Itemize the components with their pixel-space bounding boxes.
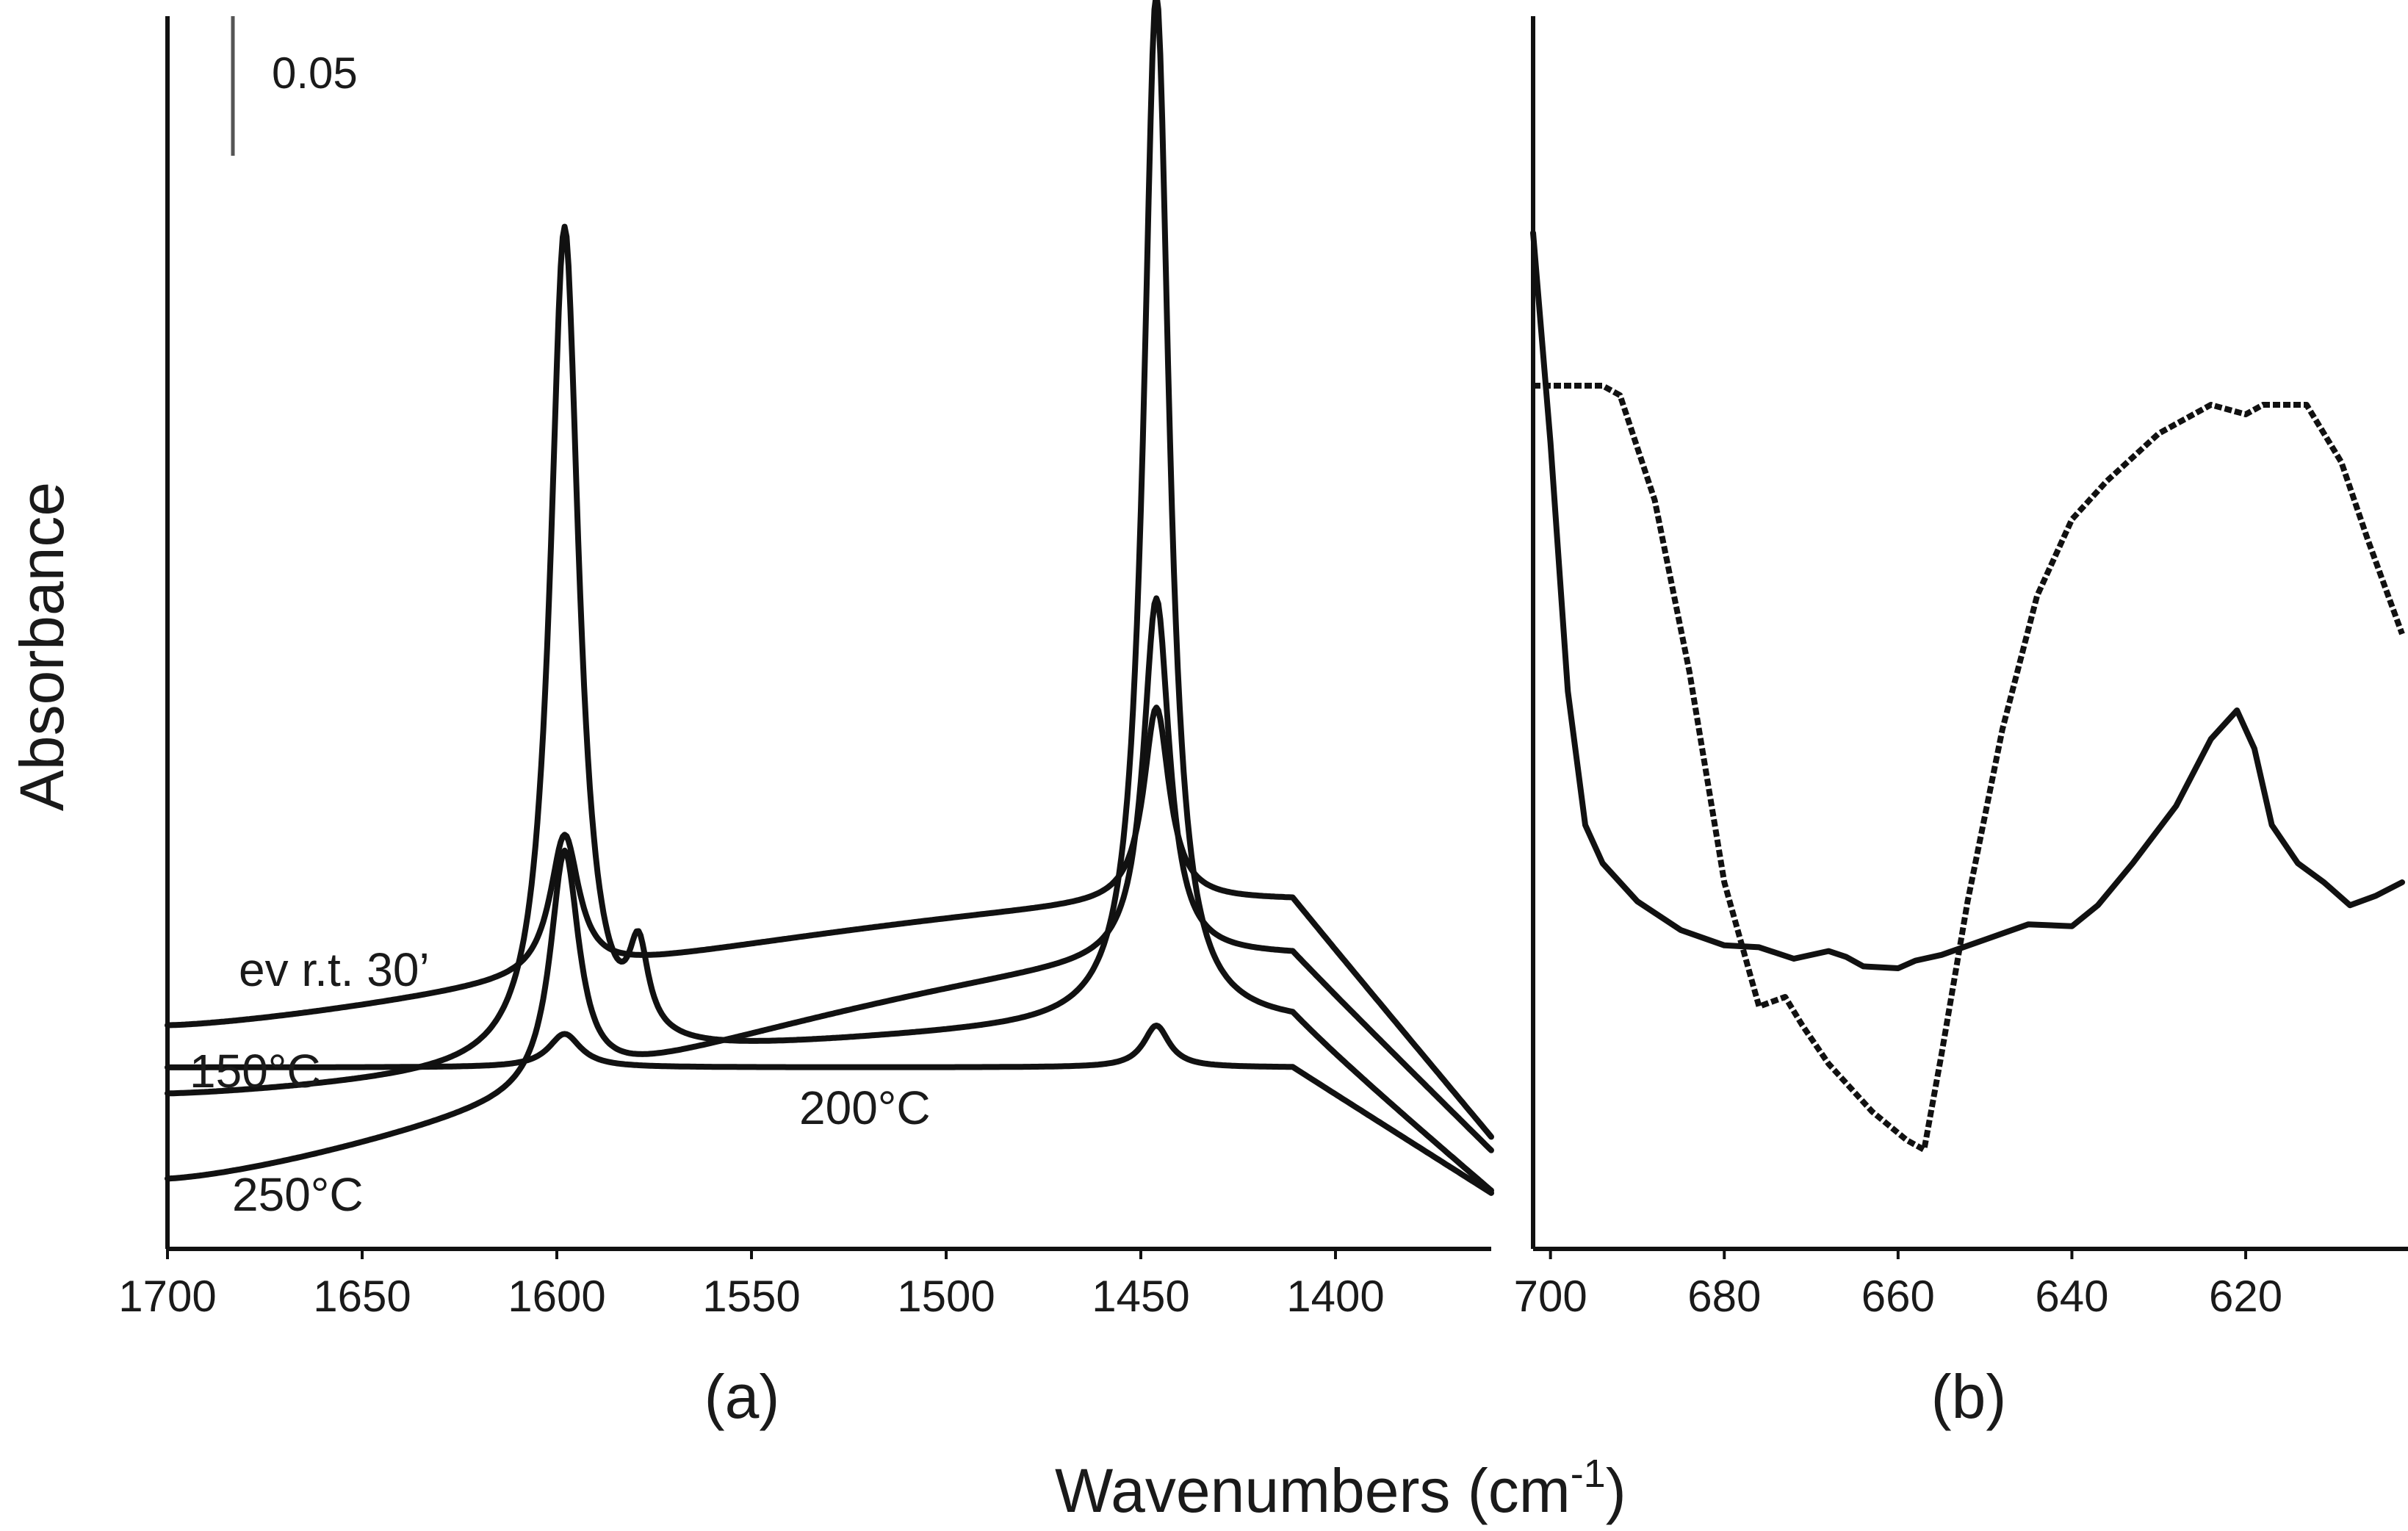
b-xtick-label-680: 680 xyxy=(1687,1272,1761,1321)
a-xtick-label-1400: 1400 xyxy=(1286,1272,1384,1321)
x-axis-title: Wavenumbers (cm-1) xyxy=(1055,1452,1626,1525)
panel-b-axes: 700 680 660 640 620 xyxy=(1514,16,2408,1321)
panel-a-axes: 1700 1650 1600 1550 1500 1450 1400 xyxy=(118,16,1491,1321)
scale-bar-label: 0.05 xyxy=(272,48,358,98)
panel-b-caption: (b) xyxy=(1931,1362,2007,1431)
a-xtick-label-1650: 1650 xyxy=(313,1272,411,1321)
label-250c: 250°C xyxy=(232,1168,364,1221)
label-ev-rt-30: ev r.t. 30’ xyxy=(239,943,430,996)
b-series-solid xyxy=(1530,230,2405,971)
series-150-c xyxy=(165,595,1494,1182)
series-250-c xyxy=(165,1023,1494,1196)
a-xtick-label-1500: 1500 xyxy=(897,1272,995,1321)
label-150c: 150°C xyxy=(190,1045,321,1098)
b-xtick-label-640: 640 xyxy=(2035,1272,2108,1321)
b-xtick-label-700: 700 xyxy=(1514,1272,1587,1321)
panel-b-ticks: 700 680 660 640 620 xyxy=(1514,1249,2282,1321)
a-xtick-label-1450: 1450 xyxy=(1092,1272,1189,1321)
x-axis-title-close: ) xyxy=(1606,1456,1626,1525)
scale-bar: 0.05 xyxy=(231,16,358,156)
panel-a-series xyxy=(165,0,1494,1196)
panel-b-series xyxy=(1530,230,2405,1153)
panel-a-ticks: 1700 1650 1600 1550 1500 1450 1400 xyxy=(118,1249,1385,1321)
label-200c: 200°C xyxy=(799,1081,931,1134)
series-ev-r-t-30 xyxy=(165,0,1494,1194)
series-200-c xyxy=(165,705,1494,1140)
y-axis-title: Absorbance xyxy=(7,482,76,811)
a-xtick-label-1600: 1600 xyxy=(508,1272,605,1321)
b-xtick-label-660: 660 xyxy=(1861,1272,1935,1321)
a-xtick-label-1700: 1700 xyxy=(118,1272,216,1321)
x-axis-title-exponent: -1 xyxy=(1571,1452,1606,1496)
b-xtick-label-620: 620 xyxy=(2209,1272,2282,1321)
panel-a-caption: (a) xyxy=(704,1362,780,1431)
a-xtick-label-1550: 1550 xyxy=(702,1272,800,1321)
b-series-dashed xyxy=(1533,383,2405,1153)
x-axis-title-main: Wavenumbers (cm xyxy=(1055,1456,1571,1525)
